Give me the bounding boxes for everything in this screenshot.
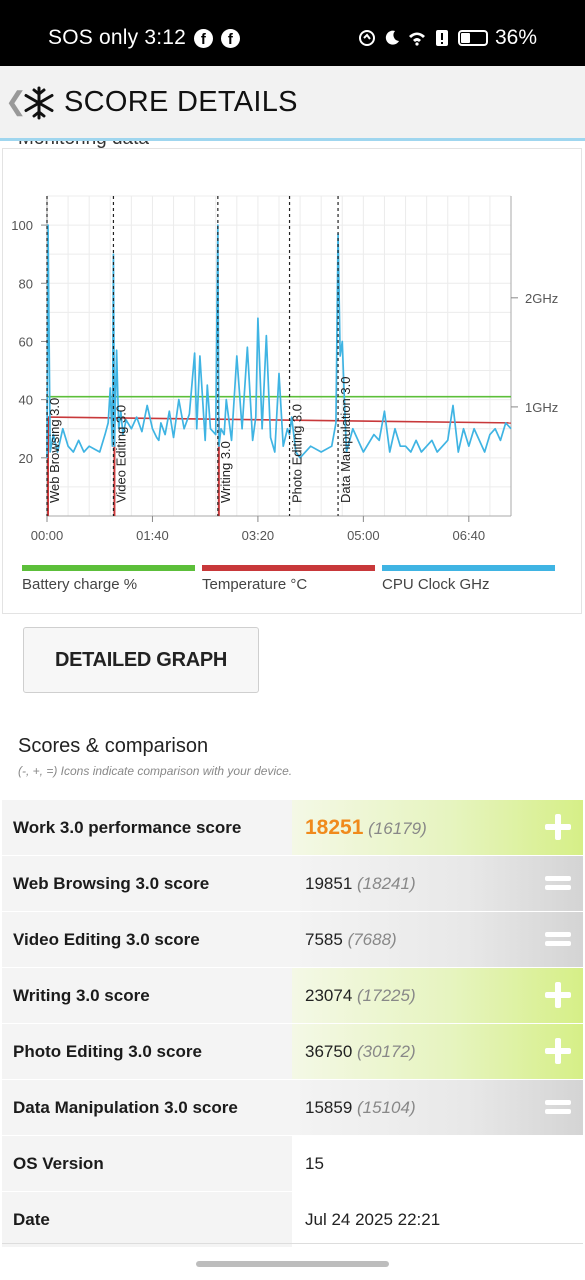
score-name: Video Editing 3.0 score <box>2 912 292 967</box>
score-name: Data Manipulation 3.0 score <box>2 1080 292 1135</box>
score-name: Work 3.0 performance score <box>2 800 292 855</box>
test-marker-label: Data Manipulation 3.0 <box>338 377 353 503</box>
score-value-cell: 23074 (17225) <box>292 968 583 1023</box>
score-name: OS Version <box>2 1136 292 1191</box>
detailed-graph-button[interactable]: DETAILED GRAPH <box>23 627 259 693</box>
y-tick-label: 80 <box>19 276 33 291</box>
facebook-icon: f <box>221 28 241 48</box>
battery-icon <box>457 30 488 46</box>
battery-percent: 36% <box>494 26 537 49</box>
plus-icon <box>545 814 571 840</box>
x-tick-label: 05:00 <box>347 528 380 543</box>
legend-cpu: CPU Clock GHz <box>382 565 555 593</box>
snowflake-icon <box>24 86 54 120</box>
legend-battery-swatch <box>22 565 195 571</box>
y-right-tick-label: 2GHz <box>525 291 558 306</box>
score-value: 7585 <box>305 930 343 949</box>
score-value: 15 <box>305 1154 324 1173</box>
x-tick-label: 00:00 <box>31 528 64 543</box>
score-compare: (18241) <box>357 874 416 893</box>
plus-icon <box>545 1038 571 1064</box>
score-row-writing: Writing 3.0 score 23074 (17225) <box>2 968 583 1024</box>
score-value: 15859 <box>305 1098 353 1117</box>
facebook-icon: f <box>194 28 214 48</box>
legend-cpu-label: CPU Clock GHz <box>382 576 490 593</box>
y-tick-label: 20 <box>19 451 33 466</box>
score-value-cell: 36750 (30172) <box>292 1024 583 1079</box>
score-name: Writing 3.0 score <box>2 968 292 1023</box>
legend-cpu-swatch <box>382 565 555 571</box>
score-value-cell: 18251 (16179) <box>292 800 583 855</box>
score-value: Jul 24 2025 22:21 <box>305 1210 441 1229</box>
score-row-video-editing: Video Editing 3.0 score 7585 (7688) <box>2 912 583 968</box>
scores-title: Scores & comparison <box>18 735 209 757</box>
gesture-nav-bar[interactable] <box>196 1261 389 1267</box>
status-left: SOS only 3:12 f f <box>48 26 241 50</box>
score-compare: (16179) <box>368 819 427 838</box>
legend-temperature-label: Temperature °C <box>202 576 308 593</box>
test-marker-label: Video Editing 3.0 <box>113 405 128 503</box>
score-value-cell: 15 <box>292 1136 583 1191</box>
status-right: 36% <box>358 26 537 50</box>
score-compare: (17225) <box>357 986 416 1005</box>
score-value-cell: 19851 (18241) <box>292 856 583 911</box>
score-name: Photo Editing 3.0 score <box>2 1024 292 1079</box>
test-marker-label: Writing 3.0 <box>218 441 233 503</box>
app-bar: ❮ SCORE DETAILS <box>0 66 585 138</box>
score-row-work: Work 3.0 performance score 18251 (16179) <box>2 800 583 856</box>
equal-icon <box>545 870 571 896</box>
score-value-cell: 7585 (7688) <box>292 912 583 967</box>
score-compare: (7688) <box>347 930 397 949</box>
scores-table: Work 3.0 performance score 18251 (16179)… <box>2 800 583 1248</box>
cpu-series-line <box>46 224 512 459</box>
score-row-data-manipulation: Data Manipulation 3.0 score 15859 (15104… <box>2 1080 583 1136</box>
equal-icon <box>545 1094 571 1120</box>
alert-icon <box>435 30 448 46</box>
score-value: 18251 <box>305 816 364 839</box>
legend-temperature: Temperature °C <box>202 565 375 593</box>
score-row-photo-editing: Photo Editing 3.0 score 36750 (30172) <box>2 1024 583 1080</box>
legend-battery-label: Battery charge % <box>22 576 138 593</box>
plus-icon <box>545 982 571 1008</box>
legend-temperature-swatch <box>202 565 375 571</box>
test-marker-label: Web Browsing 3.0 <box>47 398 62 503</box>
score-name: Date <box>2 1192 292 1247</box>
score-value-cell: Jul 24 2025 22:21 <box>292 1192 583 1247</box>
wifi-icon <box>408 32 425 46</box>
y-right-tick-label: 1GHz <box>525 400 558 415</box>
score-compare: (30172) <box>357 1042 416 1061</box>
monitoring-chart: 20 40 60 80 100 1GHz 2GHz 00:00 01:40 03:20 05:00 0… <box>11 195 558 543</box>
score-value-cell: 15859 (15104) <box>292 1080 583 1135</box>
score-compare: (15104) <box>357 1098 416 1117</box>
score-row-os-version: OS Version 15 <box>2 1136 583 1192</box>
chevron-left-icon[interactable]: ❮ <box>5 86 27 116</box>
test-marker-label: Photo Editing 3.0 <box>290 404 305 503</box>
score-row-web-browsing: Web Browsing 3.0 score 19851 (18241) <box>2 856 583 912</box>
page-title: SCORE DETAILS <box>64 86 298 118</box>
status-time: SOS only 3:12 <box>48 26 187 49</box>
status-bar: SOS only 3:12 f f 36% <box>0 0 585 66</box>
legend-battery: Battery charge % <box>22 565 195 593</box>
y-tick-label: 60 <box>19 334 33 349</box>
score-value: 23074 <box>305 986 353 1005</box>
table-bottom-divider <box>2 1243 583 1244</box>
y-tick-label: 100 <box>11 218 33 233</box>
x-tick-label: 06:40 <box>453 528 486 543</box>
equal-icon <box>545 926 571 952</box>
score-row-date: Date Jul 24 2025 22:21 <box>2 1192 583 1248</box>
temperature-series-line <box>46 416 512 424</box>
data-saver-icon <box>358 30 375 46</box>
x-tick-label: 03:20 <box>242 528 275 543</box>
monitoring-graph-card <box>2 148 582 614</box>
score-value: 36750 <box>305 1042 353 1061</box>
scores-subtitle: (-, +, =) Icons indicate comparison with… <box>18 764 293 778</box>
monitoring-title: Monitoring data <box>18 141 149 150</box>
y-tick-label: 40 <box>19 393 33 408</box>
score-name: Web Browsing 3.0 score <box>2 856 292 911</box>
moon-icon <box>385 30 399 45</box>
score-value: 19851 <box>305 874 353 893</box>
appbar-divider <box>0 138 585 141</box>
x-tick-label: 01:40 <box>136 528 169 543</box>
